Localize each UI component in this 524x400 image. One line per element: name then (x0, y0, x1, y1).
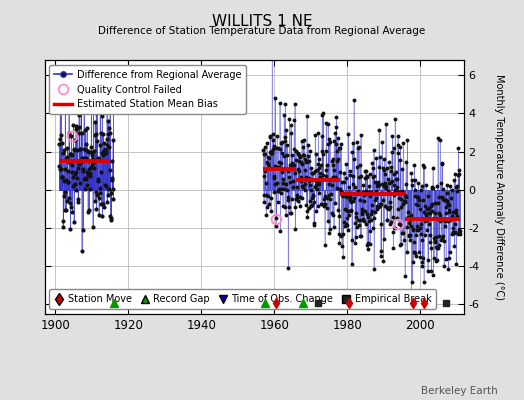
Y-axis label: Monthly Temperature Anomaly Difference (°C): Monthly Temperature Anomaly Difference (… (494, 74, 504, 300)
Text: WILLITS 1 NE: WILLITS 1 NE (212, 14, 312, 29)
Text: Difference of Station Temperature Data from Regional Average: Difference of Station Temperature Data f… (99, 26, 425, 36)
Legend: Station Move, Record Gap, Time of Obs. Change, Empirical Break: Station Move, Record Gap, Time of Obs. C… (49, 290, 436, 309)
Text: Berkeley Earth: Berkeley Earth (421, 386, 498, 396)
